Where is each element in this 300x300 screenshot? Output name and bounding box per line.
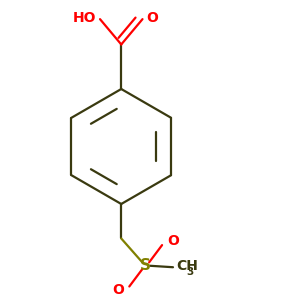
- Text: O: O: [146, 11, 158, 25]
- Text: O: O: [112, 283, 124, 297]
- Text: HO: HO: [73, 11, 96, 25]
- Text: S: S: [140, 258, 151, 273]
- Text: O: O: [167, 234, 179, 248]
- Text: 3: 3: [187, 267, 194, 277]
- Text: CH: CH: [176, 260, 198, 273]
